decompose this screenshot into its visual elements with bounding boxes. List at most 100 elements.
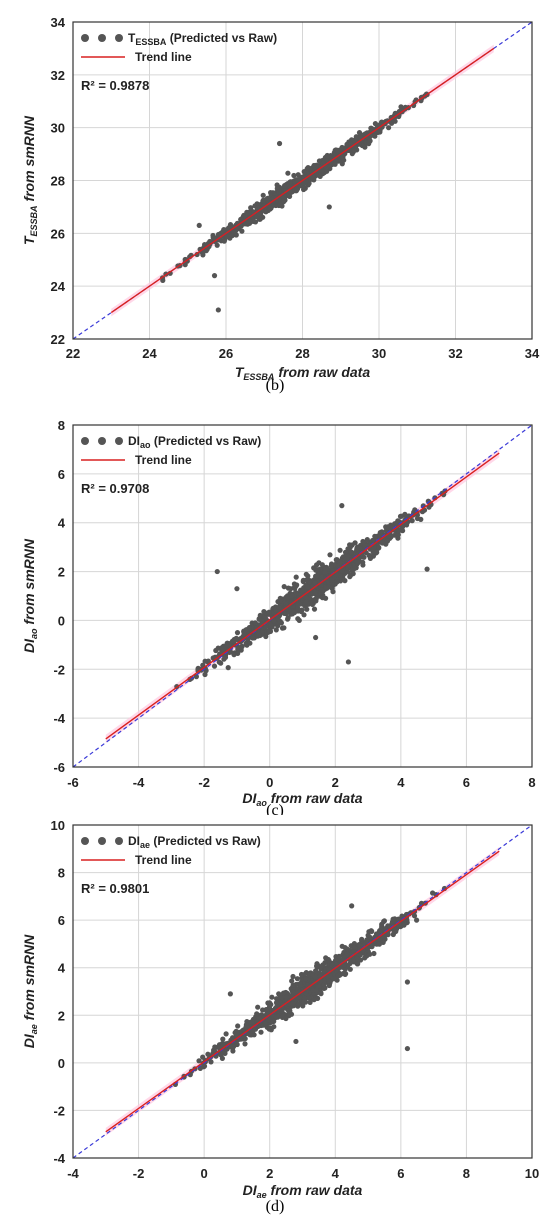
plot-frame	[72, 824, 533, 1159]
scatter-point	[303, 571, 309, 577]
scatter-point	[337, 560, 343, 566]
x-tick-label: 0	[266, 775, 273, 790]
scatter-points	[174, 488, 448, 690]
scatter-point	[268, 622, 274, 628]
x-axis-title: DIao from raw data	[242, 790, 362, 808]
scatter-point	[307, 595, 313, 601]
scatter-point	[330, 589, 336, 595]
scatter-point	[342, 966, 348, 972]
scatter-point	[297, 981, 303, 987]
x-axis-title: TESSBA from raw data	[235, 364, 370, 382]
outlier-point	[293, 1038, 299, 1045]
scatter-point	[285, 615, 291, 621]
scatter-point	[257, 1015, 263, 1022]
scatter-point	[376, 941, 382, 947]
scatter-point	[322, 978, 328, 984]
scatter-point	[248, 205, 254, 211]
scatter-point	[273, 627, 279, 633]
legend: DIae (Predicted vs Raw) Trend line	[81, 834, 261, 867]
scatter-point	[395, 532, 401, 538]
scatter-point	[320, 962, 326, 968]
outlier-point	[339, 503, 345, 509]
scatter-point	[276, 189, 282, 195]
scatter-point	[327, 552, 333, 558]
x-tick-label: 34	[525, 346, 540, 361]
scatter-point	[339, 943, 345, 949]
scatter-point	[326, 958, 332, 964]
scatter-point	[323, 566, 329, 572]
scatter-point	[267, 1025, 273, 1031]
scatter-point	[260, 192, 266, 198]
y-tick-label: 0	[58, 1056, 65, 1071]
scatter-point	[289, 978, 295, 984]
scatter-point	[337, 547, 343, 553]
scatter-point	[263, 624, 269, 630]
scatter-point	[285, 594, 291, 601]
scatter-point	[313, 598, 319, 604]
scatter-point	[355, 961, 361, 967]
scatter-point	[311, 606, 318, 612]
scatter-point	[255, 1004, 261, 1010]
scatter-point	[260, 198, 266, 204]
legend-marker	[98, 34, 106, 42]
scatter-point	[339, 144, 345, 151]
scatter-point	[265, 1016, 271, 1023]
scatter-point	[289, 593, 295, 599]
scatter-point	[315, 567, 321, 573]
scatter-point	[247, 640, 253, 646]
scatter-point	[376, 545, 382, 551]
scatter-point	[301, 169, 307, 175]
scatter-point	[290, 1001, 296, 1007]
scatter-point	[374, 549, 380, 555]
y-tick-label: 30	[51, 121, 65, 136]
scatter-point	[360, 559, 366, 565]
legend-trend-label: Trend line	[135, 453, 192, 467]
outlier-point	[424, 566, 430, 572]
scatter-point	[241, 631, 247, 637]
scatter-point	[294, 976, 300, 982]
scatter-point	[317, 173, 323, 179]
r-squared-label: R² = 0.9878	[81, 78, 149, 93]
y-tick-label: -4	[53, 711, 65, 726]
scatter-point	[235, 645, 242, 651]
plot-frame	[72, 424, 533, 768]
scatter-point	[379, 540, 386, 546]
outlier-point	[345, 659, 351, 665]
scatter-point	[250, 1028, 256, 1034]
scatter-point	[350, 957, 356, 963]
x-tick-label: 2	[266, 1166, 273, 1181]
scatter-point	[355, 560, 361, 566]
scatter-point	[351, 949, 357, 955]
scatter-point	[324, 168, 330, 174]
legend-marker	[81, 837, 89, 845]
scatter-point	[346, 563, 352, 569]
scatter-point	[221, 227, 227, 233]
scatter-point	[221, 238, 227, 244]
scatter-point	[342, 549, 349, 555]
scatter-point	[356, 942, 362, 948]
scatter-point	[418, 900, 425, 906]
r-squared-label: R² = 0.9801	[81, 881, 149, 896]
scatter-point	[266, 609, 272, 615]
scatter-point	[290, 982, 296, 988]
x-tick-label: 22	[66, 346, 80, 361]
scatter-point	[411, 913, 418, 919]
scatter-point	[303, 991, 310, 997]
scatter-point	[312, 590, 318, 597]
scatter-point	[335, 148, 341, 154]
chart-svg-b: 22 24 26 28 30 32 34 22 24 26 28 30 32 34 TESSBA from …	[21, 15, 540, 394]
scatter-point	[397, 513, 404, 519]
scatter-point	[238, 216, 244, 222]
legend-marker	[115, 837, 123, 845]
scatter-point	[246, 624, 253, 631]
scatter-point	[246, 210, 252, 216]
y-tick-label: 10	[51, 818, 65, 833]
scatter-point	[303, 577, 310, 583]
scatter-point	[234, 630, 241, 636]
scatter-point	[347, 960, 353, 966]
legend-series-label: TESSBA (Predicted vs Raw)	[128, 31, 277, 47]
scatter-point	[279, 195, 286, 201]
x-axis-title: DIae from raw data	[243, 1182, 363, 1200]
y-tick-label: -2	[53, 1103, 65, 1118]
scatter-point	[254, 201, 260, 207]
